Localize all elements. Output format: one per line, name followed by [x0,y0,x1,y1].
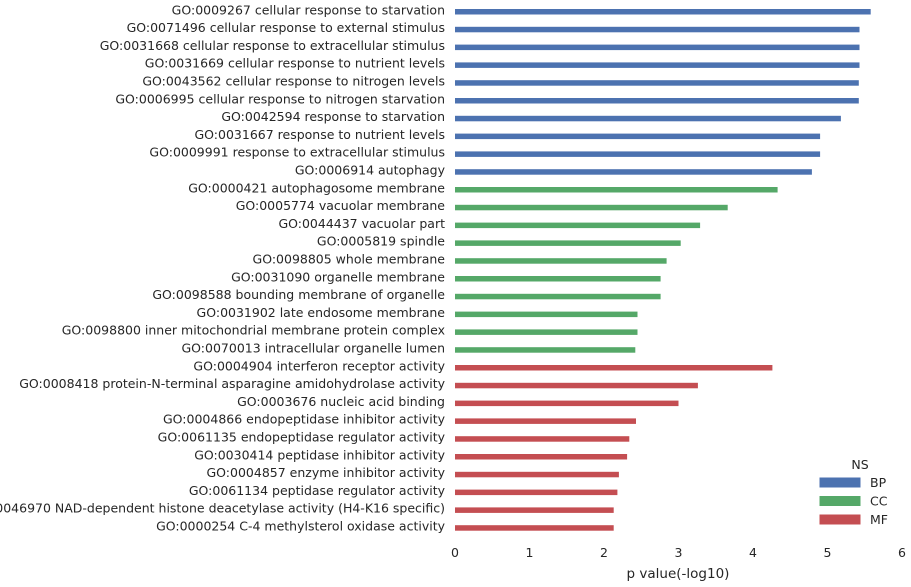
category-label: GO:0098588 bounding membrane of organell… [152,287,445,302]
x-tick-label: 4 [749,545,757,560]
bar-bp [455,169,812,175]
bars-group [455,9,871,531]
category-label: GO:0003676 nucleic acid binding [237,394,445,409]
bar-cc [455,293,661,300]
category-label: GO:0009991 response to extracellular sti… [149,145,445,160]
bar-cc [455,258,667,264]
bar-bp [455,133,821,140]
category-label: GO:0061135 endopeptidase regulator activ… [158,430,446,445]
category-label: GO:0098805 whole membrane [253,252,446,267]
bar-bp [455,26,860,33]
legend-title: NS [851,457,868,472]
category-label: GO:0006914 autophagy [295,163,446,178]
x-axis-title: p value(-log10) [627,566,730,582]
x-tick-label: 6 [898,545,906,560]
bar-cc [455,240,681,246]
legend-label-mf: MF [870,512,888,527]
legend-label-cc: CC [870,494,888,509]
category-label: GO:0042594 response to starvation [221,109,445,124]
bar-mf [455,418,636,424]
legend-swatch-bp [818,476,862,489]
bar-mf [455,507,614,513]
bar-cc [455,276,661,282]
category-label: GO:0004866 endopeptidase inhibitor activ… [163,412,446,427]
category-label: GO:0006995 cellular response to nitrogen… [115,91,445,106]
bar-mf [455,489,618,496]
category-label: GO:0009267 cellular response to starvati… [172,2,445,17]
bar-bp [455,115,841,122]
category-label: GO:0000421 autophagosome membrane [188,180,445,195]
bar-cc [455,222,701,229]
x-tick-label: 3 [675,545,683,560]
category-label: GO:0070013 intracellular organelle lumen [181,340,445,355]
bar-mf [455,525,614,531]
category-label: GO:0061134 peptidase regulator activity [189,483,446,498]
category-label: GO:0098800 inner mitochondrial membrane … [62,323,445,338]
category-label: GO:0030414 peptidase inhibitor activity [194,447,445,462]
bar-bp [455,151,821,157]
x-tick-label: 0 [451,545,459,560]
category-label: GO:0071496 cellular response to external… [127,20,445,35]
legend-swatch-mf [818,513,862,526]
bar-bp [455,44,860,51]
category-labels-group: GO:0009267 cellular response to starvati… [0,2,446,533]
category-label: GO:0000254 C-4 methylsterol oxidase acti… [156,519,446,534]
bar-mf [455,382,698,389]
category-label: GO:0031668 cellular response to extracel… [100,38,445,53]
category-label: GO:0004857 enzyme inhibitor activity [206,465,445,480]
x-tick-label: 5 [824,545,832,560]
category-label: GO:0031669 cellular response to nutrient… [145,56,445,71]
bar-mf [455,400,679,407]
bar-cc [455,347,636,353]
bar-cc [455,311,638,318]
bar-mf [455,436,630,442]
category-label: GO:0004904 interferon receptor activity [193,358,445,373]
legend: NS BP CC MF [818,457,888,527]
bar-cc [455,204,728,211]
bar-bp [455,80,859,86]
bar-bp [455,98,859,104]
category-label: GO:0005819 spindle [317,234,445,249]
category-label: GO:0005774 vacuolar membrane [236,198,446,213]
legend-label-bp: BP [870,475,887,490]
category-label: GO:0031902 late endosome membrane [197,305,446,320]
category-label: GO:0043562 cellular response to nitrogen… [142,74,445,89]
category-label: GO:0046970 NAD-dependent histone deacety… [0,501,445,516]
bar-mf [455,454,628,460]
bar-mf [455,365,773,371]
bar-cc [455,329,638,335]
bar-bp [455,9,871,15]
x-tick-labels-group: 0 1 2 3 4 5 6 [451,545,906,560]
bar-cc [455,187,778,193]
x-tick-label: 1 [526,545,534,560]
bar-bp [455,62,860,68]
x-tick-label: 2 [600,545,608,560]
bar-mf [455,471,619,478]
category-label: GO:0031667 response to nutrient levels [194,127,445,142]
category-label: GO:0031090 organelle membrane [231,269,445,284]
category-label: GO:0044437 vacuolar part [278,216,445,231]
category-label: GO:0008418 protein-N-terminal asparagine… [19,376,445,391]
legend-swatch-cc [818,495,862,507]
